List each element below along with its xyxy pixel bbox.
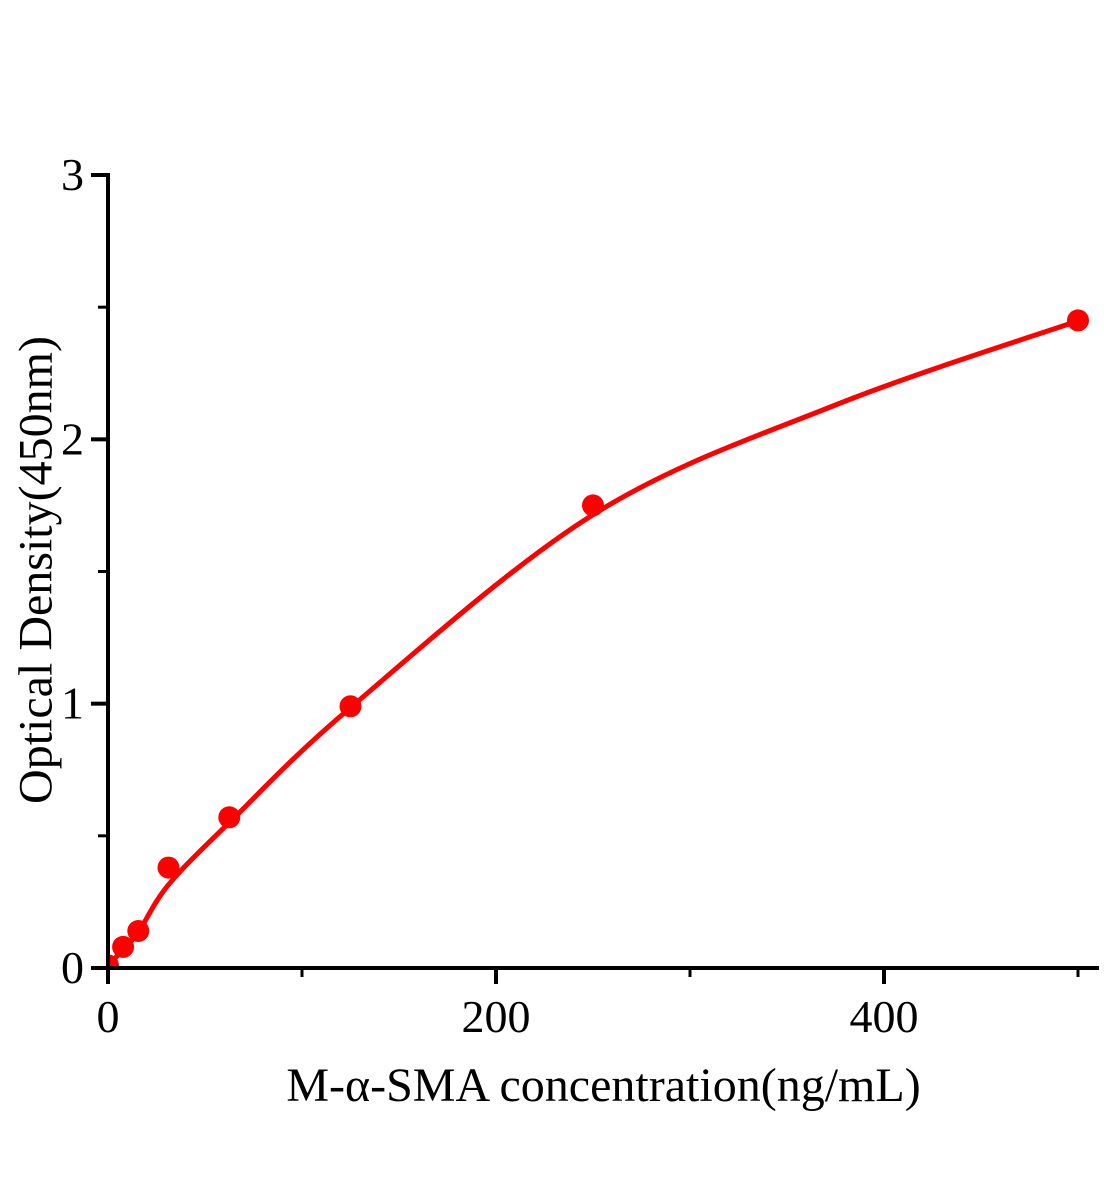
x-major-tick (106, 966, 110, 984)
data-point-marker (339, 695, 362, 718)
x-major-tick (882, 966, 886, 984)
data-point-marker (110, 954, 119, 966)
x-major-tick (494, 966, 498, 984)
plot-data-layer (110, 309, 1089, 966)
y-axis-line (106, 173, 110, 970)
x-tick-label: 0 (97, 991, 120, 1042)
x-minor-tick (300, 966, 304, 977)
x-axis-line (106, 966, 1099, 970)
y-tick-label: 2 (61, 413, 84, 464)
y-minor-tick (98, 570, 106, 573)
data-point-marker (127, 920, 150, 942)
x-tick-label: 200 (462, 991, 531, 1042)
y-axis-title: Optical Density(450nm) (9, 336, 63, 804)
x-tick-label: 400 (850, 991, 919, 1042)
y-major-tick (91, 173, 106, 177)
fit-curve (110, 318, 1081, 966)
y-tick-label: 0 (61, 942, 84, 993)
y-major-tick (91, 701, 106, 706)
y-minor-tick (98, 834, 106, 838)
data-point-marker (112, 935, 135, 958)
x-axis-title: M-α-SMA concentration(ng/mL) (286, 1059, 921, 1112)
x-minor-tick (688, 966, 692, 977)
data-point-marker (218, 806, 241, 829)
data-point-marker (1067, 309, 1089, 332)
y-major-tick (91, 966, 106, 970)
y-major-tick (91, 437, 106, 442)
data-point-marker (582, 494, 604, 517)
y-tick-label: 1 (61, 678, 84, 729)
y-tick-label: 3 (61, 149, 84, 200)
x-minor-tick (1076, 966, 1080, 977)
y-minor-tick (98, 305, 106, 309)
data-point-marker (157, 856, 180, 879)
